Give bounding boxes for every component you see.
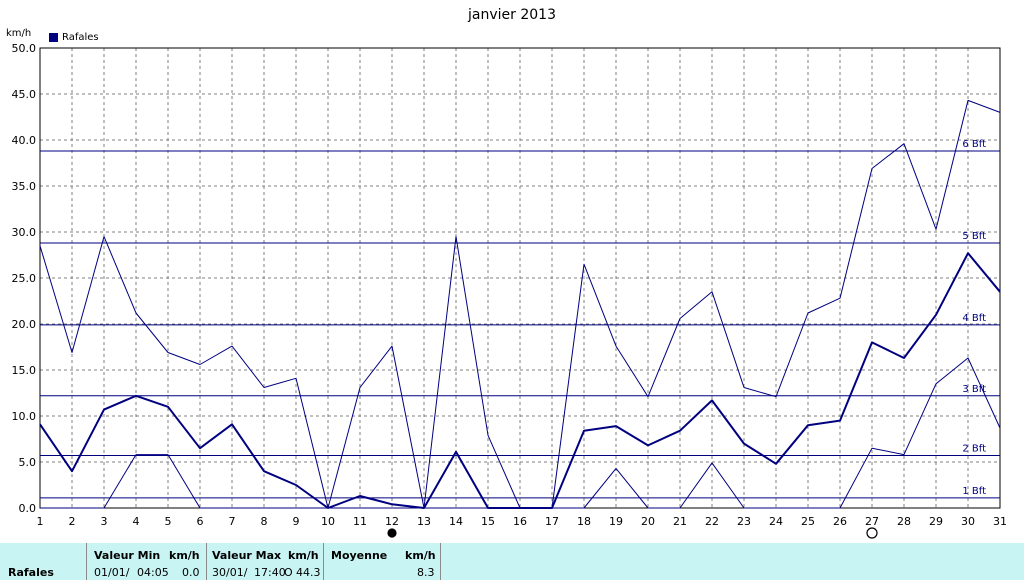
- stats-panel: Rafales Valeur Min km/h 01/01/ 04:05 0.0…: [0, 543, 1024, 580]
- avg-header: Moyenne: [331, 549, 388, 562]
- line-chart: 1 2 3 4 5 6 7 8 9 10 11 12 13 14 15 16 17 18 19 20 21 22 23 24 2…: [12, 42, 1007, 539]
- beaufort-label: 3 Bft: [962, 384, 986, 395]
- x-tick-label: 13: [417, 515, 431, 528]
- min-value: 0.0: [182, 566, 200, 579]
- avg-value: 8.3: [417, 566, 435, 579]
- x-tick-label: 30: [961, 515, 975, 528]
- x-tick-label: 4: [133, 515, 140, 528]
- x-tick-label: 12: [385, 515, 399, 528]
- x-tick-label: 22: [705, 515, 719, 528]
- x-tick-label: 8: [261, 515, 268, 528]
- legend-swatch: [49, 33, 58, 42]
- stats-divider: [206, 543, 207, 580]
- x-tick-label: 24: [769, 515, 783, 528]
- chart-title: janvier 2013: [468, 7, 556, 23]
- full-moon-icon: [866, 527, 878, 539]
- legend: Rafales: [49, 32, 99, 43]
- y-tick-label: 5.0: [19, 456, 37, 469]
- max-time: 17:40: [254, 566, 286, 579]
- stats-divider: [323, 543, 324, 580]
- beaufort-label: 4 Bft: [962, 313, 986, 324]
- min-header: Valeur Min: [94, 549, 161, 562]
- beaufort-label: 2 Bft: [962, 444, 986, 455]
- stats-row-label: Rafales: [8, 566, 54, 579]
- y-tick-label: 25.0: [12, 272, 37, 285]
- stats-divider: [86, 543, 87, 580]
- max-header: Valeur Max: [212, 549, 282, 562]
- x-tick-label: 21: [673, 515, 687, 528]
- x-tick-label: 3: [101, 515, 108, 528]
- x-tick-label: 19: [609, 515, 623, 528]
- x-tick-label: 31: [993, 515, 1007, 528]
- x-tick-label: 10: [321, 515, 335, 528]
- series-line-min: [40, 357, 1001, 509]
- x-tick-label: 15: [481, 515, 495, 528]
- max-direction: O: [284, 566, 293, 579]
- x-tick-label: 6: [197, 515, 204, 528]
- x-tick-label: 18: [577, 515, 591, 528]
- beaufort-label: 5 Bft: [962, 231, 986, 242]
- max-value: 44.3: [296, 566, 321, 579]
- x-tick-label: 17: [545, 515, 559, 528]
- x-tick-label: 25: [801, 515, 815, 528]
- y-tick-label: 45.0: [12, 88, 37, 101]
- x-tick-label: 5: [165, 515, 172, 528]
- min-time: 04:05: [137, 566, 169, 579]
- x-tick-label: 29: [929, 515, 943, 528]
- x-tick-label: 26: [833, 515, 847, 528]
- y-tick-label: 30.0: [12, 226, 37, 239]
- min-unit: km/h: [169, 549, 200, 562]
- y-tick-label: 15.0: [12, 364, 37, 377]
- min-date: 01/01/: [94, 566, 130, 579]
- beaufort-label: 6 Bft: [962, 139, 986, 150]
- x-tick-label: 14: [449, 515, 463, 528]
- beaufort-label: 1 Bft: [962, 486, 986, 497]
- new-moon-icon: [387, 528, 397, 538]
- avg-unit: km/h: [405, 549, 436, 562]
- y-axis-unit: km/h: [6, 28, 32, 39]
- y-tick-label: 40.0: [12, 134, 37, 147]
- y-tick-label: 35.0: [12, 180, 37, 193]
- x-tick-label: 9: [293, 515, 300, 528]
- max-date: 30/01/: [212, 566, 248, 579]
- x-tick-label: 16: [513, 515, 527, 528]
- x-tick-label: 11: [353, 515, 367, 528]
- x-tick-label: 28: [897, 515, 911, 528]
- x-tick-label: 2: [69, 515, 76, 528]
- x-tick-label: 1: [37, 515, 44, 528]
- legend-label: Rafales: [62, 32, 99, 43]
- x-tick-label: 7: [229, 515, 236, 528]
- stats-divider: [440, 543, 441, 580]
- y-tick-label: 20.0: [12, 318, 37, 331]
- y-tick-label: 0.0: [19, 502, 37, 515]
- x-tick-label: 23: [737, 515, 751, 528]
- x-tick-label: 20: [641, 515, 655, 528]
- max-unit: km/h: [288, 549, 319, 562]
- y-tick-label: 10.0: [12, 410, 37, 423]
- y-tick-label: 50.0: [12, 42, 37, 55]
- x-tick-label: 27: [865, 515, 879, 528]
